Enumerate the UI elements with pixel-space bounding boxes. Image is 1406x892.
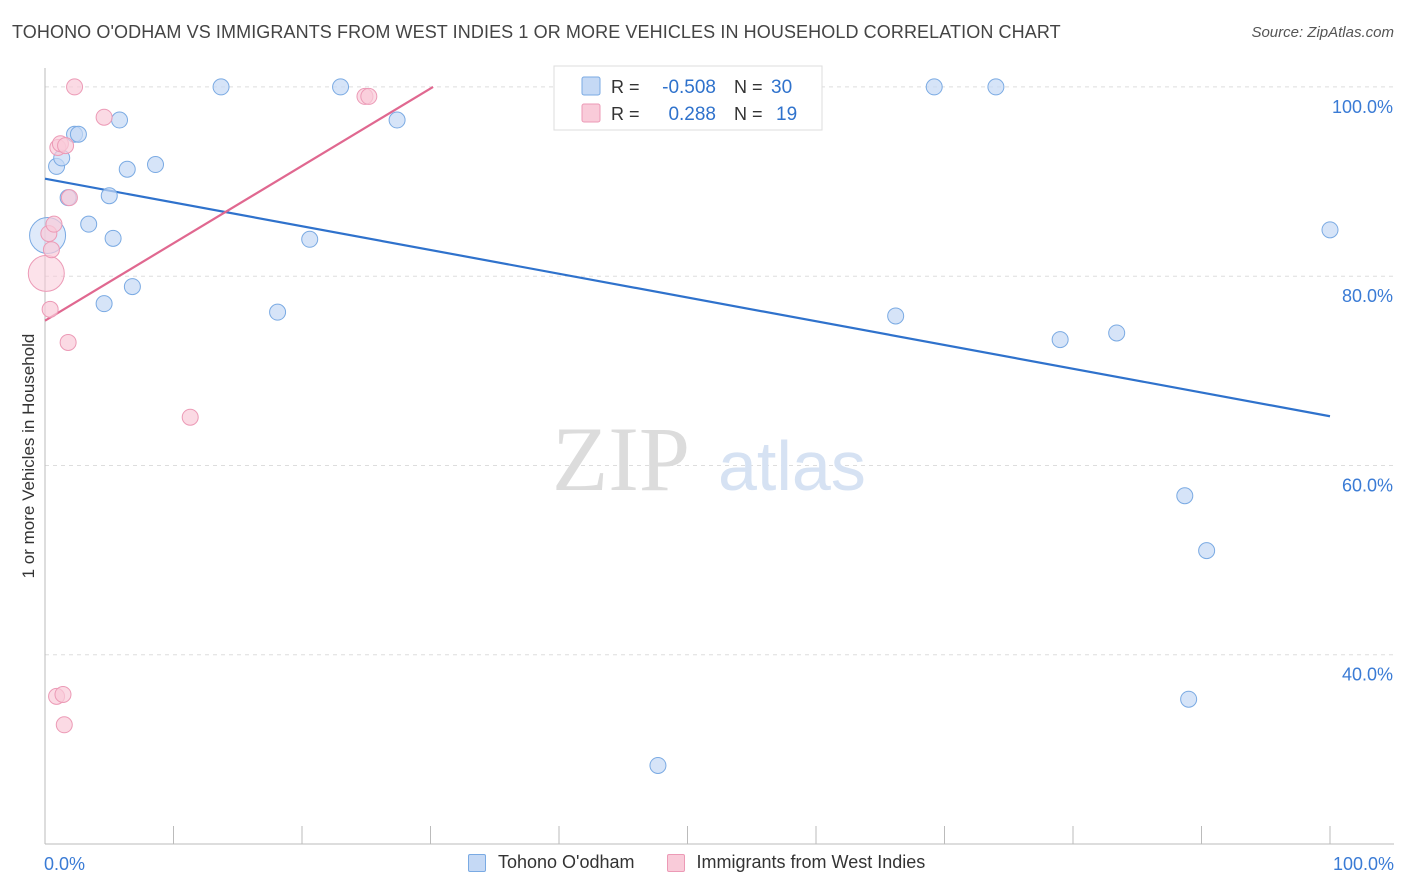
stats-n-value-1: 30 (771, 77, 792, 98)
tohono-point[interactable] (212, 78, 230, 96)
data-points (27, 78, 1339, 774)
stats-r-label-1: R = (611, 77, 640, 97)
tohono-point[interactable] (1198, 542, 1216, 560)
x-tick-label-max: 100.0% (1333, 854, 1394, 874)
axes (44, 68, 1394, 845)
tohono-point[interactable] (1108, 324, 1126, 342)
source-label: Source: ZipAtlas.com (1251, 24, 1394, 41)
legend-swatch-pink (666, 853, 685, 872)
legend-item-tohono[interactable]: Tohono O'odham (468, 852, 635, 873)
watermark-zip: ZIP (552, 408, 690, 510)
tohono-point[interactable] (69, 125, 87, 143)
y-tick-label: 80.0% (1342, 286, 1393, 306)
tohono-point[interactable] (104, 229, 122, 247)
stats-legend-swatch-blue (581, 76, 601, 96)
tohono-point[interactable] (887, 307, 905, 325)
tohono-point[interactable] (1176, 487, 1194, 505)
west-indies-point[interactable] (59, 333, 77, 351)
stats-r-value-2: 0.288 (668, 104, 716, 125)
watermark: ZIP atlas (552, 408, 866, 510)
tohono-point[interactable] (1321, 221, 1339, 239)
tohono-point[interactable] (269, 303, 287, 321)
west-indies-point[interactable] (95, 108, 113, 126)
stats-n-label-2: N = (734, 104, 763, 124)
west-indies-point[interactable] (55, 716, 73, 734)
y-tick-label: 40.0% (1342, 665, 1393, 685)
west-indies-point[interactable] (60, 189, 78, 207)
tohono-point[interactable] (123, 278, 141, 296)
tohono-point[interactable] (111, 111, 129, 129)
tohono-point[interactable] (1051, 331, 1069, 349)
y-tick-labels: 100.0% 80.0% 60.0% 40.0% (1332, 97, 1393, 685)
west-indies-trend-line (44, 85, 434, 322)
west-indies-point[interactable] (181, 408, 199, 426)
stats-legend: R = -0.508 N = 30 R = 0.288 N = 19 (553, 65, 823, 131)
tohono-point[interactable] (1180, 690, 1198, 708)
tohono-point[interactable] (332, 78, 350, 96)
series-legend: Tohono O'odham Immigrants from West Indi… (468, 852, 957, 873)
y-axis-label: 1 or more Vehicles in Household (19, 334, 38, 579)
tohono-point[interactable] (95, 295, 113, 313)
y-tick-label: 100.0% (1332, 97, 1393, 117)
stats-n-value-2: 19 (776, 104, 797, 125)
west-indies-point[interactable] (54, 685, 72, 703)
tohono-point[interactable] (301, 230, 319, 248)
tohono-point[interactable] (987, 78, 1005, 96)
tohono-point[interactable] (80, 215, 98, 233)
legend-label-west-indies: Immigrants from West Indies (696, 852, 926, 872)
x-ticks (44, 826, 1331, 844)
west-indies-point[interactable] (66, 78, 84, 96)
tohono-point[interactable] (100, 187, 118, 205)
tohono-point[interactable] (925, 78, 943, 96)
tohono-trend-line (44, 177, 1331, 418)
watermark-atlas: atlas (718, 427, 866, 505)
west-indies-point[interactable] (41, 300, 59, 318)
west-indies-point[interactable] (42, 241, 60, 259)
chart-title: TOHONO O'ODHAM VS IMMIGRANTS FROM WEST I… (12, 22, 1061, 42)
stats-legend-swatch-pink (581, 103, 601, 123)
y-tick-label: 60.0% (1342, 475, 1393, 495)
legend-item-west-indies[interactable]: Immigrants from West Indies (666, 852, 926, 873)
tohono-point[interactable] (118, 160, 136, 178)
legend-swatch-blue (468, 853, 486, 872)
stats-n-label-1: N = (734, 77, 763, 97)
west-indies-point[interactable] (27, 254, 65, 292)
tohono-point[interactable] (147, 156, 165, 174)
stats-r-value-1: -0.508 (662, 77, 716, 98)
trend-lines (44, 85, 1331, 418)
tohono-point[interactable] (388, 111, 406, 129)
west-indies-point[interactable] (360, 87, 378, 105)
west-indies-point[interactable] (45, 215, 63, 233)
legend-label-tohono: Tohono O'odham (498, 852, 635, 872)
stats-r-label-2: R = (611, 104, 640, 124)
west-indies-point[interactable] (57, 137, 75, 155)
x-tick-label-min: 0.0% (44, 854, 85, 874)
gridlines (45, 86, 1394, 656)
tohono-point[interactable] (649, 756, 667, 774)
